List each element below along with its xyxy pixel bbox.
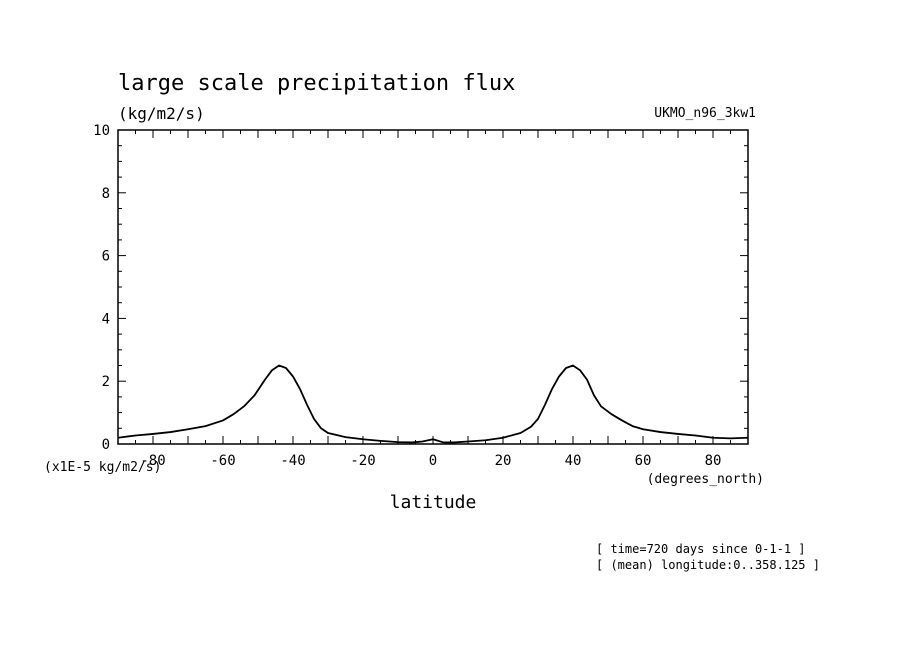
y-tick-label: 4 xyxy=(102,311,110,327)
longitude-note: [ (mean) longitude:0..358.125 ] xyxy=(596,558,820,572)
x-tick-label: -40 xyxy=(280,453,305,469)
x-tick-labels: -80 -60 -40 -20 0 20 40 60 80 xyxy=(140,453,721,469)
units-label: (kg/m2/s) xyxy=(118,104,205,123)
y-tick-label: 2 xyxy=(102,374,110,390)
x-units-label: (degrees_north) xyxy=(647,472,764,487)
x-tick-label: -20 xyxy=(350,453,375,469)
time-note: [ time=720 days since 0-1-1 ] xyxy=(596,542,806,556)
y-tick-label: 8 xyxy=(102,186,110,202)
x-tick-label: 60 xyxy=(635,453,652,469)
x-tick-label: -60 xyxy=(210,453,235,469)
y-tick-labels: 0 2 4 6 8 10 xyxy=(93,123,110,453)
x-tick-label: 40 xyxy=(565,453,582,469)
axis-ticks xyxy=(117,129,749,445)
y-tick-label: 6 xyxy=(102,249,110,265)
plot-frame xyxy=(117,129,749,445)
y-tick-label: 0 xyxy=(102,437,110,453)
x-tick-label: -80 xyxy=(140,453,165,469)
x-tick-label: 80 xyxy=(705,453,722,469)
y-tick-label: 10 xyxy=(93,123,110,139)
chart-title: large scale precipitation flux xyxy=(118,71,515,96)
x-tick-label: 0 xyxy=(429,453,437,469)
scale-label: (x1E-5 kg/m2/s) xyxy=(44,460,161,475)
series-line xyxy=(117,364,749,444)
x-axis-label: latitude xyxy=(390,492,477,513)
dataset-label: UKMO_n96_3kw1 xyxy=(654,106,756,121)
x-tick-label: 20 xyxy=(495,453,512,469)
